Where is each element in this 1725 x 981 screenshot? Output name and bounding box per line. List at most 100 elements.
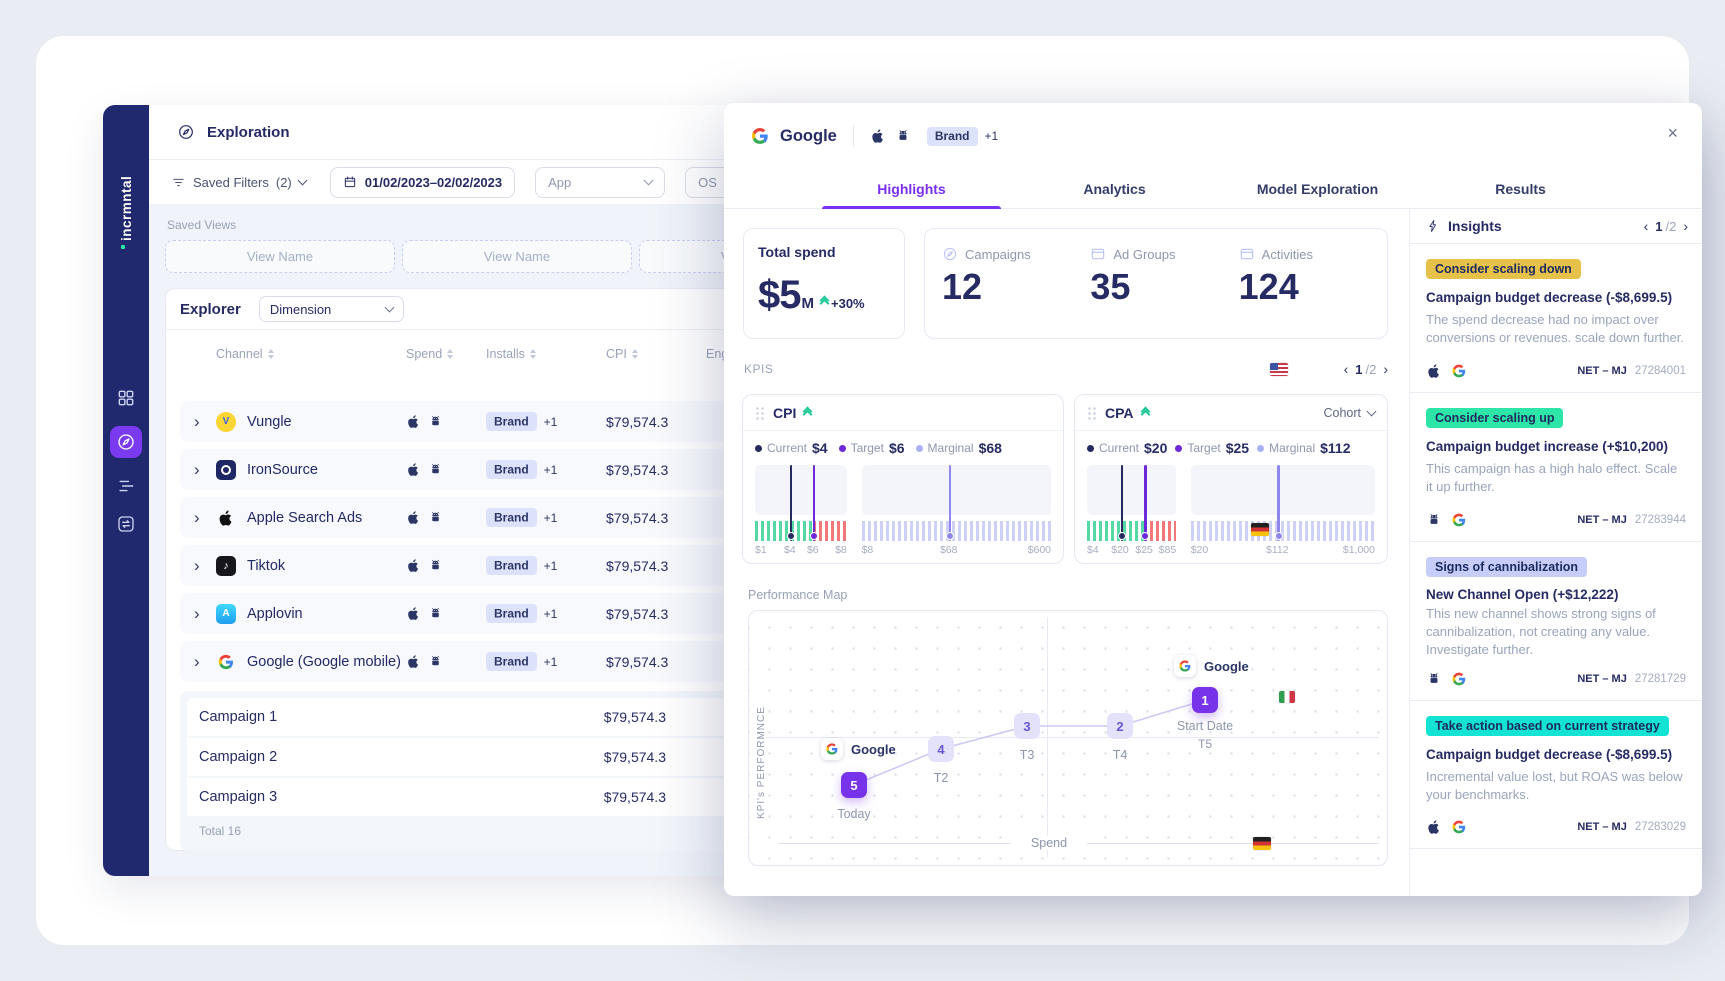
saved-filters-dropdown[interactable]: Saved Filters (2) [171,174,308,190]
kpi-legend: Current $4 Target $6 Marginal $68 [743,431,1063,461]
insight-body: The spend decrease had no impact over co… [1426,312,1684,345]
expand-chevron-icon[interactable]: › [194,652,200,671]
compass-icon [179,125,193,139]
sidebar-item-exploration[interactable] [110,426,142,458]
brand-badge: Brand [486,460,537,479]
sort-icon [447,349,454,359]
tab-highlights[interactable]: Highlights [810,169,1013,209]
expand-chevron-icon[interactable]: › [194,604,200,623]
prev-page-button[interactable]: ‹ [1343,361,1349,377]
drag-handle-icon[interactable] [1087,405,1097,420]
map-node-label: Today [837,807,871,821]
expand-chevron-icon[interactable]: › [194,556,200,575]
map-node-t2[interactable]: 4 [928,736,954,762]
google-icon [751,128,768,144]
chevron-down-icon [643,175,654,186]
expand-chevron-icon[interactable]: › [194,460,200,479]
channel-details-modal: Google Brand +1 × Highlights Analytics M… [724,103,1702,896]
current-dot-icon [1087,444,1094,452]
next-page-button[interactable]: › [1683,218,1688,234]
highlights-panel: Total spend $5 M +30% Campaigns 12 Ad Gr… [724,209,1409,896]
expand-chevron-icon[interactable]: › [194,412,200,431]
date-range-picker[interactable]: 01/02/2023–02/02/2023 [329,166,516,198]
close-icon[interactable]: × [1667,123,1678,143]
activities-icon [1240,248,1253,260]
marginal-marker [946,465,955,541]
apple-icon [408,511,419,524]
column-header-installs[interactable]: Installs [486,347,606,361]
saved-view-name: View Name [246,249,314,264]
map-node-today[interactable]: 5 [841,772,867,798]
italy-flag-icon [1279,691,1295,703]
google-icon [1452,821,1466,834]
badge-more: +1 [543,558,558,573]
next-page-button[interactable]: › [1383,361,1388,377]
app-dropdown-label: App [548,174,572,190]
sidebar-item-transfer[interactable] [116,514,136,534]
insight-title: Campaign budget decrease (-$8,699.5) [1426,746,1673,762]
us-flag-icon [1269,362,1288,376]
germany-flag-icon [1253,837,1271,850]
sort-icon [631,349,638,359]
target-marker [1141,465,1150,541]
gridline [757,737,1379,738]
insight-card[interactable]: Consider scaling down Campaign budget de… [1410,244,1702,393]
channel-name: Vungle [247,413,292,430]
apple-icon [1428,820,1439,835]
column-header-spend[interactable]: Spend [406,347,486,361]
sidebar-item-reports[interactable] [116,476,136,496]
ironsource-icon [216,459,236,480]
app-dropdown[interactable]: App [535,166,666,198]
page-title: Exploration [207,123,290,141]
insight-title: Campaign budget decrease (-$8,699.5) [1426,290,1673,305]
map-node-start[interactable]: 1 [1192,687,1218,713]
stat-campaigns: Campaigns 12 [942,246,1090,338]
insight-body: Incremental value lost, but ROAS was bel… [1426,768,1683,802]
expand-chevron-icon[interactable]: › [194,508,200,527]
column-header-channel[interactable]: Channel [216,347,406,361]
map-node-sublabel: T5 [1197,737,1212,751]
trend-up-icon [819,295,830,309]
compass-icon [118,434,134,450]
tab-model-exploration[interactable]: Model Exploration [1256,180,1379,197]
badge-more: +1 [543,462,558,477]
saved-filters-count: (2) [275,174,292,190]
saved-view-slot[interactable]: View Name [165,240,395,273]
badge-more: +1 [984,129,999,143]
channel-name: Tiktok [247,557,286,574]
campaign-cpi-value: $79,574.3 [603,789,666,805]
grid-icon [118,390,134,406]
applovin-icon: A [216,603,236,624]
drag-handle-icon[interactable] [755,405,765,420]
apple-icon [408,559,419,572]
badge-more: +1 [543,414,558,429]
divider [852,125,854,147]
tab-results[interactable]: Results [1495,180,1546,197]
google-icon [826,743,838,755]
insight-card[interactable]: Consider scaling up Campaign budget incr… [1410,393,1702,542]
cpi-value: $79,574.3 [606,605,669,622]
tab-analytics[interactable]: Analytics [1083,180,1146,197]
map-node-t4[interactable]: 2 [1107,713,1133,739]
cohort-dropdown[interactable]: Cohort [1323,406,1377,420]
prev-page-button[interactable]: ‹ [1643,218,1649,234]
insight-card[interactable]: Take action based on current strategy Ca… [1410,701,1702,850]
sidebar-item-dashboard[interactable] [116,388,136,408]
vungle-icon: V [216,411,236,432]
dimension-dropdown[interactable]: Dimension [258,296,404,322]
map-node-t3[interactable]: 3 [1014,713,1040,739]
saved-view-slot[interactable]: View Name [402,240,632,273]
chevron-down-icon [384,302,395,313]
sort-icon [267,349,274,359]
google-icon [216,652,236,672]
android-icon [432,415,439,426]
insight-title: Campaign budget increase (+$10,200) [1426,438,1668,454]
badge-more: +1 [543,510,558,525]
target-dot-icon [1175,444,1183,452]
column-header-cpi[interactable]: CPI [606,347,666,361]
logo: incrmntal [103,121,149,241]
marginal-dot-icon [1257,444,1265,452]
kpi-chart: $4 $20 $25 $85 [1075,461,1387,558]
brand-badge: Brand [486,412,537,431]
insight-card[interactable]: Signs of cannibalization New Channel Ope… [1410,542,1702,701]
